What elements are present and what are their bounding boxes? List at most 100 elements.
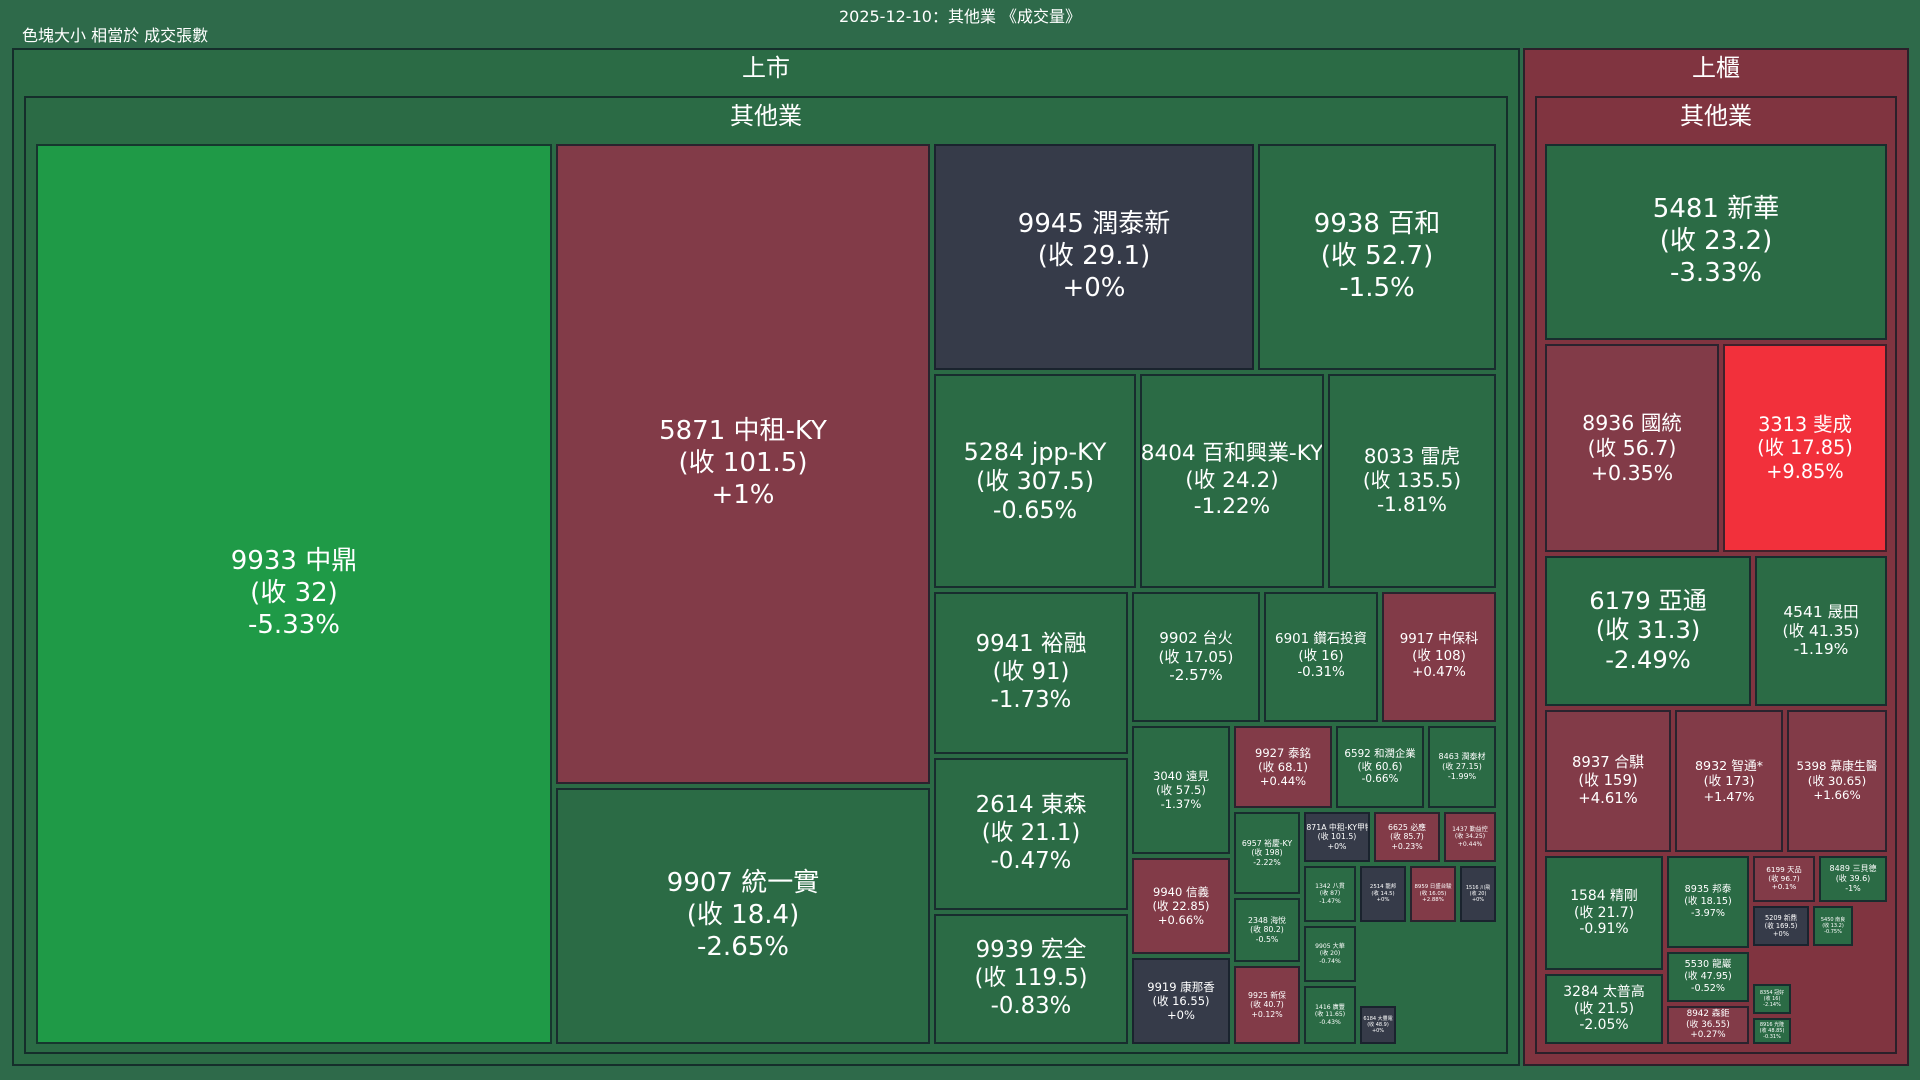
- stock-change: +0.44%: [1457, 840, 1483, 848]
- stock-label: 1516 川飛: [1465, 884, 1491, 891]
- stock-tile-9938[interactable]: 9938 百和 (收 52.7) -1.5%: [1258, 144, 1496, 370]
- stock-tile-5209[interactable]: 5209 新鼎 (收 169.5) +0%: [1753, 906, 1809, 946]
- stock-change: -3.97%: [1691, 907, 1725, 919]
- stock-close: (收 14.5): [1371, 890, 1395, 897]
- stock-tile-5530[interactable]: 5530 龍巖 (收 47.95) -0.52%: [1667, 952, 1749, 1002]
- stock-tile-5481[interactable]: 5481 新華 (收 23.2) -3.33%: [1545, 144, 1887, 340]
- stock-change: -2.57%: [1169, 666, 1223, 685]
- stock-tile-8033[interactable]: 8033 雷虎 (收 135.5) -1.81%: [1328, 374, 1496, 588]
- stock-label: 9939 宏全: [975, 937, 1087, 964]
- stock-tile-8932[interactable]: 8932 智通* (收 173) +1.47%: [1675, 710, 1783, 852]
- stock-change: -5.33%: [248, 609, 340, 640]
- stock-tile-6179[interactable]: 6179 亞通 (收 31.3) -2.49%: [1545, 556, 1751, 706]
- stock-close: (收 36.55): [1686, 1019, 1730, 1030]
- stock-tile-5871A[interactable]: 5871A 中租-KY甲特 (收 101.5) +0%: [1304, 812, 1370, 862]
- stock-label: 9933 中鼎: [230, 546, 358, 577]
- stock-tile-9940[interactable]: 9940 信義 (收 22.85) +0.66%: [1132, 858, 1230, 954]
- stock-change: +0.66%: [1157, 913, 1205, 928]
- stock-tile-9902[interactable]: 9902 台火 (收 17.05) -2.57%: [1132, 592, 1260, 722]
- stock-tile-3284[interactable]: 3284 太普高 (收 21.5) -2.05%: [1545, 974, 1663, 1044]
- stock-tile-9925[interactable]: 9925 新保 (收 40.7) +0.12%: [1234, 966, 1300, 1044]
- stock-tile-6957[interactable]: 6957 裕慶-KY (收 198) -2.22%: [1234, 812, 1300, 894]
- stock-tile-8916[interactable]: 8916 光隆 (收 48.85) -0.31%: [1753, 1018, 1791, 1044]
- stock-tile-9933[interactable]: 9933 中鼎 (收 32) -5.33%: [36, 144, 552, 1044]
- stock-tile-4541[interactable]: 4541 晟田 (收 41.35) -1.19%: [1755, 556, 1887, 706]
- stock-change: -0.52%: [1691, 982, 1725, 994]
- stock-tile-8942[interactable]: 8942 森鉅 (收 36.55) +0.27%: [1667, 1006, 1749, 1044]
- stock-label: 9927 泰銘: [1255, 745, 1311, 760]
- stock-close: (收 57.5): [1156, 782, 1206, 797]
- stock-close: (收 85.7): [1390, 832, 1424, 842]
- stock-label: 1584 精剛: [1570, 887, 1638, 904]
- stock-close: (收 48.85): [1759, 1027, 1785, 1034]
- stock-label: 5284 jpp-KY: [963, 437, 1107, 466]
- stock-label: 6184 大豐電: [1363, 1015, 1393, 1022]
- stock-tile-9917[interactable]: 9917 中保科 (收 108) +0.47%: [1382, 592, 1496, 722]
- stock-change: -1.81%: [1377, 493, 1447, 517]
- stock-tile-8959[interactable]: 8959 日盛台駿 (收 16.05) +2.88%: [1410, 866, 1456, 922]
- stock-change: +2.88%: [1422, 897, 1444, 904]
- stock-label: 8932 智通*: [1694, 757, 1764, 773]
- stock-label: 9941 裕融: [975, 631, 1087, 658]
- stock-change: -0.31%: [1763, 1034, 1781, 1041]
- stock-tile-5398[interactable]: 5398 慕康生醫 (收 30.65) +1.66%: [1787, 710, 1887, 852]
- stock-label: 9902 台火: [1159, 629, 1233, 648]
- stock-label: 5398 慕康生醫: [1796, 759, 1878, 774]
- stock-change: -0.75%: [1824, 929, 1842, 936]
- stock-change: +0.35%: [1590, 460, 1674, 485]
- stock-close: (收 31.3): [1595, 616, 1701, 645]
- stock-close: (收 11.65): [1314, 1011, 1346, 1019]
- stock-change: +0.1%: [1771, 882, 1797, 892]
- stock-tile-6184[interactable]: 6184 大豐電 (收 48.9) +0%: [1360, 1006, 1396, 1044]
- stock-tile-8937[interactable]: 8937 合騏 (收 159) +4.61%: [1545, 710, 1671, 852]
- stock-tile-8936[interactable]: 8936 國統 (收 56.7) +0.35%: [1545, 344, 1719, 552]
- stock-label: 5481 新華: [1652, 194, 1780, 225]
- stock-close: (收 169.5): [1764, 922, 1798, 930]
- stock-change: -1.37%: [1160, 797, 1202, 812]
- stock-tile-9939[interactable]: 9939 宏全 (收 119.5) -0.83%: [934, 914, 1128, 1044]
- stock-tile-2614[interactable]: 2614 東森 (收 21.1) -0.47%: [934, 758, 1128, 910]
- stock-tile-9941[interactable]: 9941 裕融 (收 91) -1.73%: [934, 592, 1128, 754]
- stock-tile-2348[interactable]: 2348 海悅 (收 80.2) -0.5%: [1234, 898, 1300, 962]
- stock-tile-2514[interactable]: 2514 龍邦 (收 14.5) +0%: [1360, 866, 1406, 922]
- stock-close: (收 20): [1469, 890, 1487, 897]
- stock-tile-3040[interactable]: 3040 遠見 (收 57.5) -1.37%: [1132, 726, 1230, 854]
- stock-close: (收 21.7): [1573, 904, 1635, 921]
- stock-tile-1516[interactable]: 1516 川飛 (收 20) +0%: [1460, 866, 1496, 922]
- stock-tile-1416[interactable]: 1416 廣豐 (收 11.65) -0.43%: [1304, 986, 1356, 1044]
- industry-label: 其他業: [730, 102, 802, 130]
- stock-tile-3313[interactable]: 3313 斐成 (收 17.85) +9.85%: [1723, 344, 1887, 552]
- stock-tile-1437[interactable]: 1437 勤益控 (收 34.25) +0.44%: [1444, 812, 1496, 862]
- stock-label: 9938 百和: [1313, 209, 1441, 240]
- stock-close: (收 29.1): [1037, 241, 1151, 272]
- stock-tile-6901[interactable]: 6901 鑽石投資 (收 16) -0.31%: [1264, 592, 1378, 722]
- stock-tile-8354[interactable]: 8354 冠好 (收 16) -2.14%: [1753, 984, 1791, 1014]
- stock-tile-6199[interactable]: 6199 天品 (收 96.7) +0.1%: [1753, 856, 1815, 902]
- stock-tile-1342[interactable]: 1342 八貫 (收 87) -1.47%: [1304, 866, 1356, 922]
- stock-label: 9925 新保: [1248, 990, 1286, 1000]
- stock-change: -1.5%: [1339, 272, 1415, 303]
- stock-tile-5871[interactable]: 5871 中租-KY (收 101.5) +1%: [556, 144, 930, 784]
- stock-tile-6625[interactable]: 6625 必應 (收 85.7) +0.23%: [1374, 812, 1440, 862]
- stock-tile-9919[interactable]: 9919 康那香 (收 16.55) +0%: [1132, 958, 1230, 1044]
- stock-tile-8935[interactable]: 8935 邦泰 (收 18.15) -3.97%: [1667, 856, 1749, 948]
- stock-change: -2.05%: [1579, 1017, 1629, 1034]
- stock-tile-8463[interactable]: 8463 潤泰材 (收 27.15) -1.99%: [1428, 726, 1496, 808]
- stock-change: -0.43%: [1319, 1018, 1341, 1026]
- stock-change: -0.74%: [1319, 957, 1341, 965]
- stock-tile-9905[interactable]: 9905 大華 (收 20) -0.74%: [1304, 926, 1356, 982]
- stock-close: (收 20): [1319, 950, 1341, 958]
- stock-tile-9945[interactable]: 9945 潤泰新 (收 29.1) +0%: [934, 144, 1254, 370]
- stock-label: 6592 和潤企業: [1344, 748, 1416, 761]
- stock-close: (收 198): [1251, 848, 1283, 858]
- stock-tile-5450[interactable]: 5450 南良 (收 13.2) -0.75%: [1813, 906, 1853, 946]
- stock-tile-8489[interactable]: 8489 三貝德 (收 39.6) -1%: [1819, 856, 1887, 902]
- stock-close: (收 101.5): [678, 448, 808, 479]
- stock-tile-6592[interactable]: 6592 和潤企業 (收 60.6) -0.66%: [1336, 726, 1424, 808]
- stock-tile-1584[interactable]: 1584 精剛 (收 21.7) -0.91%: [1545, 856, 1663, 970]
- stock-tile-9927[interactable]: 9927 泰銘 (收 68.1) +0.44%: [1234, 726, 1332, 808]
- stock-tile-5284[interactable]: 5284 jpp-KY (收 307.5) -0.65%: [934, 374, 1136, 588]
- stock-tile-9907[interactable]: 9907 統一實 (收 18.4) -2.65%: [556, 788, 930, 1044]
- stock-label: 9919 康那香: [1147, 979, 1215, 994]
- stock-tile-8404[interactable]: 8404 百和興業-KY (收 24.2) -1.22%: [1140, 374, 1324, 588]
